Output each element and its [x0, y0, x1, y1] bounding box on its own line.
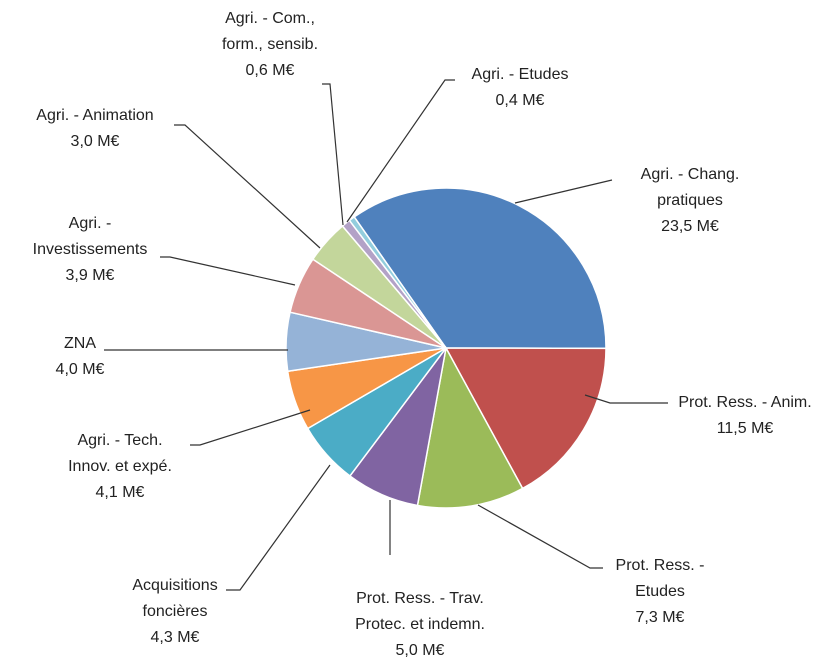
value-label: 23,5 M€: [661, 218, 719, 235]
category-label: Agri. - Com., form., sensib.: [221, 10, 319, 53]
value-label: 5,0 M€: [395, 642, 445, 659]
data-label: Prot. Ress. - Trav. Protec. et indemn. 5,…: [355, 586, 485, 662]
leader-line: [226, 464, 331, 591]
value-label: 3,9 M€: [65, 267, 115, 284]
value-label: 11,5 M€: [716, 420, 774, 437]
category-label: Acquisitions foncières: [132, 577, 218, 620]
pie-slice: [348, 215, 447, 349]
category-label: Prot. Ress. - Anim.: [678, 394, 812, 411]
data-label: Prot. Ress. - Etudes 7,3 M€: [616, 553, 705, 631]
value-label: 4,3 M€: [150, 629, 200, 646]
value-label: 4,1 M€: [95, 484, 145, 501]
data-label: Acquisitions foncières 4,3 M€: [132, 573, 217, 651]
leader-line: [584, 394, 668, 404]
value-label: 3,0 M€: [70, 133, 120, 150]
leader-line: [477, 504, 603, 569]
leader-line: [514, 179, 613, 204]
value-label: 4,0 M€: [55, 361, 105, 378]
category-label: Agri. - Tech. Innov. et expé.: [68, 432, 172, 475]
data-label: Agri. - Tech. Innov. et expé. 4,1 M€: [68, 428, 172, 506]
data-label: Agri. - Animation 3,0 M€: [36, 103, 153, 155]
leader-line: [322, 83, 344, 226]
leader-line: [160, 256, 296, 286]
category-label: Prot. Ress. - Trav. Protec. et indemn.: [355, 590, 485, 633]
data-label: ZNA 4,0 M€: [56, 331, 105, 383]
category-label: Agri. - Chang. pratiques: [640, 166, 740, 209]
pie-slice: [353, 187, 607, 350]
category-label: Agri. - Animation: [36, 107, 154, 124]
category-label: Agri. - Investissements: [32, 215, 148, 258]
pie-slice: [444, 347, 607, 490]
value-label: 7,3 M€: [635, 609, 685, 626]
data-label: Agri. - Chang. pratiques 23,5 M€: [641, 162, 740, 240]
leader-line: [346, 79, 455, 223]
data-label: Agri. - Etudes 0,4 M€: [472, 62, 569, 114]
category-label: Prot. Ress. - Etudes: [615, 557, 705, 600]
data-label: Prot. Ress. - Anim. 11,5 M€: [678, 390, 811, 442]
pie-slice: [416, 345, 524, 509]
leader-line: [174, 124, 321, 249]
category-label: Agri. - Etudes: [471, 66, 569, 83]
value-label: 0,6 M€: [245, 62, 295, 79]
data-label: Agri. - Investissements 3,9 M€: [33, 211, 148, 289]
leader-line: [190, 409, 311, 446]
value-label: 0,4 M€: [495, 92, 545, 109]
category-label: ZNA: [63, 335, 96, 352]
data-label: Agri. - Com., form., sensib. 0,6 M€: [222, 6, 318, 84]
